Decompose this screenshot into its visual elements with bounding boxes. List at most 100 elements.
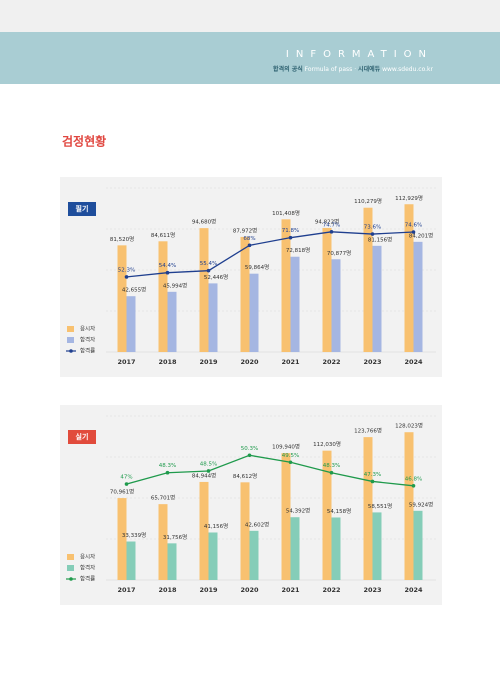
legend-swatch — [67, 326, 74, 332]
rate-label: 49.5% — [282, 453, 299, 459]
bar — [126, 541, 136, 580]
bar — [117, 245, 127, 352]
rate-label: 47.3% — [364, 472, 381, 478]
bar — [322, 227, 332, 352]
legend-dot — [69, 577, 73, 581]
header-sub: 합격의 공식 Formula of pass · 시대에듀 www.sdedu.… — [273, 65, 433, 73]
x-tick-label: 2023 — [363, 358, 381, 366]
value-label: 87,972명 — [233, 227, 257, 234]
bar — [158, 241, 168, 352]
rate-line — [126, 454, 414, 487]
rate-point — [124, 482, 129, 486]
bar — [413, 510, 423, 580]
value-label: 59,864명 — [245, 264, 269, 271]
rate-label: 68% — [243, 236, 255, 242]
x-tick-label: 2023 — [363, 586, 381, 594]
legend-label: 응시자 — [80, 325, 95, 333]
bar — [281, 219, 291, 352]
bar — [413, 241, 423, 352]
header-title: INFORMATION — [286, 49, 433, 60]
bar — [167, 543, 177, 580]
value-label: 70,877명 — [327, 250, 351, 257]
x-tick-label: 2018 — [158, 586, 177, 594]
legend-swatch — [67, 554, 74, 560]
legend-label: 합격자 — [80, 564, 95, 572]
rate-label: 73.6% — [364, 225, 381, 231]
x-tick-label: 2019 — [199, 358, 218, 366]
legend-label: 합격률 — [80, 347, 95, 355]
value-label: 109,940명 — [272, 444, 300, 451]
legend-label: 합격률 — [80, 575, 95, 583]
x-tick-label: 2022 — [322, 586, 340, 594]
rate-point — [370, 232, 375, 236]
bar — [126, 296, 136, 352]
rate-label: 50.3% — [241, 446, 258, 452]
rate-label: 54.4% — [159, 263, 176, 269]
bar — [208, 532, 218, 580]
brand: 합격의 공식 — [273, 65, 303, 73]
rate-point — [165, 270, 170, 275]
value-label: 84,612명 — [233, 473, 257, 480]
url: www.sdedu.co.kr — [382, 66, 433, 73]
rate-point — [247, 243, 252, 248]
bar — [290, 256, 300, 352]
sep: · — [354, 66, 356, 73]
legend-label: 합격자 — [80, 336, 95, 344]
value-label: 31,756명 — [163, 534, 187, 541]
bar — [249, 273, 259, 352]
rate-point — [370, 479, 375, 484]
x-tick-label: 2017 — [117, 586, 135, 594]
bar — [404, 432, 414, 580]
x-tick-label: 2018 — [158, 358, 177, 366]
x-tick-label: 2021 — [281, 358, 300, 366]
value-label: 41,156명 — [204, 523, 228, 530]
x-tick-label: 2024 — [404, 358, 423, 366]
value-label: 52,446명 — [204, 274, 228, 281]
x-tick-label: 2017 — [117, 358, 135, 366]
legend-swatch — [67, 565, 74, 571]
bar — [199, 481, 209, 580]
x-tick-label: 2022 — [322, 358, 340, 366]
rate-point — [288, 460, 293, 465]
x-tick-label: 2021 — [281, 586, 300, 594]
rate-point — [124, 275, 129, 279]
value-label: 54,392명 — [286, 508, 310, 515]
x-tick-label: 2020 — [240, 586, 259, 594]
bar — [208, 283, 218, 352]
legend-label: 응시자 — [80, 553, 95, 561]
bar — [199, 228, 209, 352]
value-label: 70,961명 — [110, 489, 134, 496]
value-label: 94,822명 — [315, 218, 339, 225]
rate-label: 47% — [120, 475, 132, 481]
value-label: 101,408명 — [272, 210, 300, 217]
bar — [363, 437, 373, 580]
bar — [158, 504, 168, 580]
x-tick-label: 2019 — [199, 586, 218, 594]
rate-line — [126, 231, 414, 278]
value-label: 84,944명 — [192, 472, 216, 479]
legend-dot — [69, 349, 73, 353]
bar — [281, 453, 291, 580]
rate-label: 55.4% — [200, 261, 217, 267]
value-label: 128,023명 — [395, 423, 423, 430]
rate-label: 48.5% — [200, 461, 217, 467]
value-label: 59,924명 — [409, 501, 433, 508]
value-label: 65,701명 — [151, 495, 175, 502]
bar — [372, 245, 382, 352]
rate-label: 52.3% — [118, 267, 135, 273]
value-label: 110,279명 — [354, 198, 382, 205]
rate-point — [411, 484, 416, 488]
value-label: 33,339명 — [122, 532, 146, 539]
rate-label: 74.6% — [405, 223, 422, 229]
rate-point — [247, 453, 252, 458]
value-label: 123,766명 — [354, 428, 382, 435]
value-label: 54,158명 — [327, 508, 351, 515]
header-band — [0, 32, 500, 84]
value-label: 58,551명 — [368, 503, 392, 510]
bar — [249, 530, 259, 580]
value-label: 94,680명 — [192, 219, 216, 226]
rate-point — [411, 230, 416, 234]
bar — [404, 204, 414, 352]
rate-point — [329, 470, 334, 475]
value-label: 45,994명 — [163, 282, 187, 289]
